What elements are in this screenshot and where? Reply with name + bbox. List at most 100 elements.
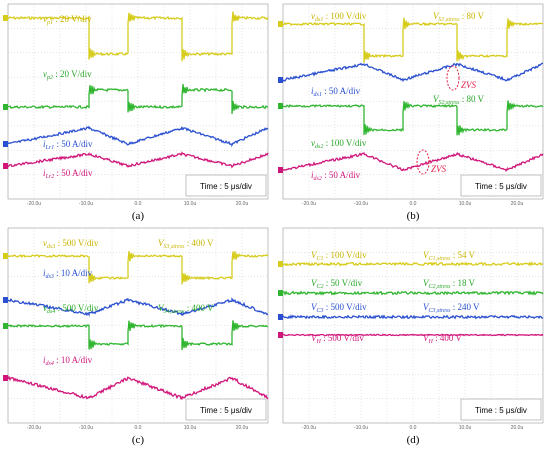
annotation: ZVS	[461, 80, 477, 90]
annotation-symbol: V	[423, 302, 430, 312]
annotation-symbol: i	[43, 268, 46, 278]
waveform	[282, 261, 544, 267]
annotation: VS3,stress : 400 V	[158, 238, 214, 250]
annotation: VC3 : 500 V/div	[311, 302, 367, 314]
annotation: vp1 : 20 V/div	[43, 14, 92, 26]
annotation-text: : 400 V	[433, 333, 463, 343]
annotation-subscript: C2,stress	[429, 284, 452, 290]
annotation: VC1,stress : 54 V	[423, 250, 476, 262]
x-tick-label: 0.0	[135, 201, 142, 207]
annotation-symbol: V	[433, 94, 440, 104]
channel-marker	[278, 332, 283, 338]
x-tick-label: 20.0u	[511, 201, 524, 207]
channel-marker	[3, 375, 8, 381]
x-tick-label: 20.0u	[236, 201, 249, 207]
annotation-text: : 400 V	[184, 238, 214, 248]
waveform	[7, 250, 269, 285]
annotation-text: : 500 V/div	[324, 302, 368, 312]
annotation-symbol: V	[423, 250, 430, 260]
annotation: VC2 : 50 V/div	[311, 278, 363, 290]
waveform	[282, 314, 544, 320]
annotation-subscript: Lr1	[45, 145, 55, 151]
waveform	[7, 375, 269, 400]
annotation-text: : 50 A/div	[54, 168, 93, 178]
x-tick-label: -20.0u	[27, 201, 41, 207]
annotation-subscript: H	[428, 339, 434, 345]
annotation-text: : 50 A/div	[322, 170, 361, 180]
annotation: VH : 400 V	[423, 333, 462, 345]
waveform	[7, 320, 269, 351]
annotation-subscript: ds3	[46, 274, 54, 280]
annotation-subscript: S2,stress	[439, 100, 461, 106]
annotation-symbol: i	[43, 355, 46, 365]
annotation: VH : 500 V/div	[311, 333, 364, 345]
annotation-symbol: V	[311, 333, 318, 343]
waveform	[282, 151, 544, 173]
x-tick-label: -10.0u	[79, 425, 93, 431]
annotation-text: : 50 V/div	[324, 278, 363, 288]
annotation-symbol: V	[158, 303, 165, 313]
annotation: VS1,stress : 80 V	[433, 11, 485, 23]
annotation: vp2 : 20 V/div	[43, 69, 92, 81]
annotation-text: : 80 V	[459, 94, 484, 104]
annotation-text: : 10 A/div	[54, 268, 93, 278]
annotation-subscript: C1	[317, 256, 324, 262]
annotation-symbol: V	[433, 11, 440, 21]
annotation: vds2 : 100 V/div	[311, 138, 367, 150]
annotation-subscript: Lr2	[45, 174, 55, 180]
annotation: ZVS	[431, 164, 447, 174]
time-box	[185, 174, 267, 197]
time-base: Time : 5 μs/div	[200, 406, 252, 415]
channel-marker	[278, 103, 283, 109]
annotation-subscript: C3,stress	[429, 308, 452, 314]
annotation: iLr1 : 50 A/div	[43, 139, 93, 151]
x-tick-label: -10.0u	[354, 201, 368, 207]
x-tick-label: 20.0u	[511, 425, 524, 431]
waveform	[282, 100, 544, 136]
annotation-symbol: i	[311, 170, 314, 180]
annotation-subscript: S3,stress	[164, 244, 186, 250]
annotation-symbol: ZVS	[431, 164, 447, 174]
x-tick-label: -20.0u	[302, 201, 316, 207]
zvs-circle	[416, 149, 430, 175]
x-tick-label: 10.0u	[184, 201, 197, 207]
channel-marker	[3, 141, 8, 147]
annotation: vds1 : 100 V/div	[311, 11, 367, 23]
annotation-symbol: v	[311, 11, 315, 21]
annotation-text: : 500 V/div	[321, 333, 365, 343]
annotation-symbol: v	[311, 138, 315, 148]
annotation-subscript: ds4	[47, 308, 55, 315]
x-tick-label: 0.0	[135, 425, 142, 431]
time-base: Time : 5 μs/div	[475, 406, 527, 415]
annotation-symbol: v	[43, 238, 47, 248]
channel-marker	[3, 104, 8, 110]
x-tick-label: 0.0	[410, 425, 417, 431]
annotation-symbol: V	[158, 238, 165, 248]
annotation-subscript: C1,stress	[429, 256, 452, 262]
time-base: Time : 5 μs/div	[475, 182, 527, 191]
channel-marker	[278, 261, 283, 267]
annotation-symbol: V	[311, 302, 318, 312]
annotation: VC3,stress : 240 V	[423, 302, 480, 314]
annotation: iLr2 : 50 A/div	[43, 168, 93, 180]
annotation-text: : 20 V/div	[53, 69, 92, 79]
waveform	[282, 17, 544, 63]
waveform	[8, 297, 269, 317]
scope-panel: vp1 : 20 V/div vp2 : 20 V/div iLr1 : 50 A/…	[3, 3, 269, 222]
waveform	[7, 11, 269, 62]
annotation-text: : 50 A/div	[322, 86, 361, 96]
annotation-subscript: C3	[317, 308, 324, 314]
time-base: Time : 5 μs/div	[200, 182, 252, 191]
annotation-subscript: ds1	[314, 92, 322, 98]
annotation-text: : 100 V/div	[323, 11, 367, 21]
x-tick-label: -10.0u	[354, 425, 368, 431]
channel-marker	[3, 297, 8, 303]
annotation-text: : 100 V/div	[323, 138, 367, 148]
channel-marker	[278, 21, 283, 27]
waveform	[282, 290, 544, 296]
annotation-subscript: ds2	[315, 144, 323, 150]
panel-label: (a)	[132, 210, 145, 222]
annotation-text: : 400 V	[184, 303, 214, 313]
